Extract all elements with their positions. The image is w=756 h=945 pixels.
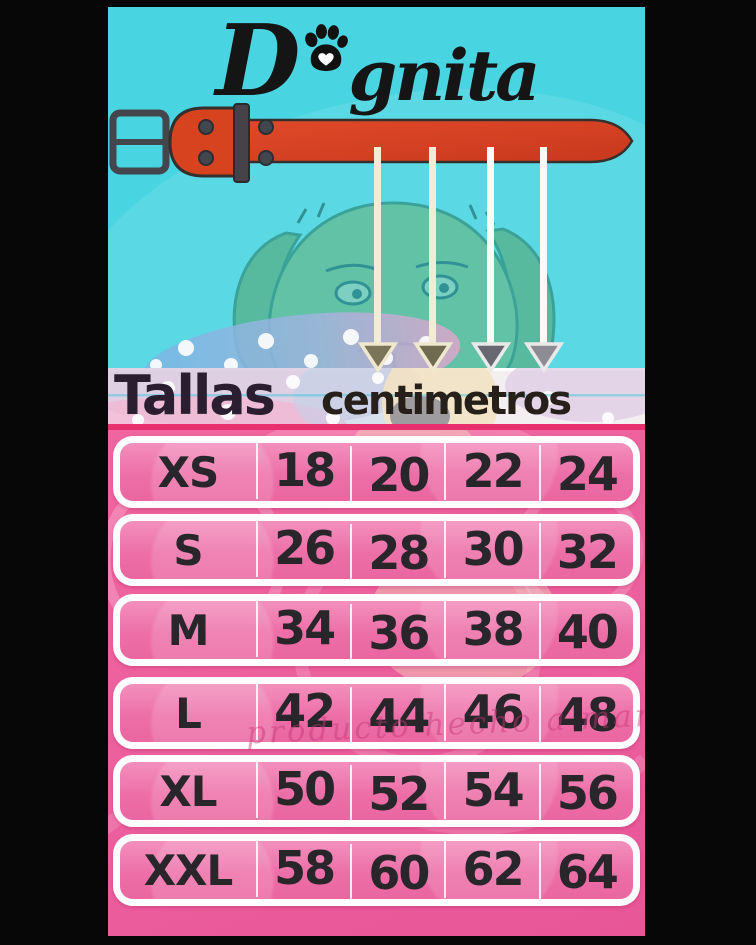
size-value: 48 <box>538 686 633 744</box>
size-value: 42 <box>255 682 350 740</box>
arrow-shaft <box>374 147 381 345</box>
size-value: 54 <box>444 761 538 819</box>
size-value: 34 <box>255 599 350 657</box>
paw-print-icon <box>305 24 349 72</box>
size-value: 28 <box>350 524 444 582</box>
size-row-m: M 34 36 38 40 <box>113 594 640 666</box>
column-header-centimeters: centimetros <box>321 378 572 424</box>
arrow-down-icon <box>471 342 511 373</box>
size-value: 38 <box>444 600 538 658</box>
poster-content: D gnita <box>108 7 645 936</box>
size-value: 56 <box>538 764 633 822</box>
size-label: XS <box>157 447 220 497</box>
size-table-section: XS 18 20 22 24 S 26 28 30 32 M 34 36 38 <box>108 430 645 936</box>
size-row-inner: XS 18 20 22 24 <box>120 441 633 504</box>
crimson-divider <box>108 424 645 430</box>
size-value: 60 <box>350 844 444 902</box>
size-row-s: S 26 28 30 32 <box>113 514 640 586</box>
arrow-down-icon <box>413 342 453 373</box>
size-row-inner: XXL 58 60 62 64 <box>120 839 633 902</box>
size-label: XL <box>159 766 217 816</box>
size-label: XXL <box>143 845 234 895</box>
size-row-inner: L 42 44 46 48 <box>120 682 633 745</box>
size-row-xxl: XXL 58 60 62 64 <box>113 834 640 906</box>
size-row-xs: XS 18 20 22 24 <box>113 436 640 508</box>
size-value: 62 <box>444 840 538 898</box>
size-row-inner: XL 50 52 54 56 <box>120 760 633 823</box>
size-row-xl: XL 50 52 54 56 <box>113 755 640 827</box>
logo-letter-d: D <box>215 7 301 119</box>
size-value: 44 <box>350 687 444 745</box>
size-value: 26 <box>255 519 350 577</box>
size-label: L <box>175 688 202 738</box>
size-row-inner: M 34 36 38 40 <box>120 599 633 662</box>
arrow-shaft <box>487 147 494 345</box>
size-value: 22 <box>444 442 538 500</box>
arrow-down-icon <box>358 342 398 373</box>
size-label: S <box>173 525 203 575</box>
size-value: 32 <box>538 523 633 581</box>
size-value: 50 <box>255 760 350 818</box>
table-header-band: Tallas centimetros <box>108 368 645 430</box>
size-value: 30 <box>444 520 538 578</box>
size-value: 52 <box>350 765 444 823</box>
collar-fold <box>168 106 240 178</box>
size-value: 58 <box>255 839 350 897</box>
size-value: 36 <box>350 604 444 662</box>
size-value: 40 <box>538 603 633 661</box>
arrow-down-icon <box>524 342 564 373</box>
band-watermark-decor <box>108 368 645 430</box>
collar-keeper <box>233 103 250 183</box>
collar-strap <box>216 118 634 164</box>
column-header-sizes: Tallas <box>114 364 276 427</box>
arrow-shaft <box>429 147 436 345</box>
collar-rivets <box>198 119 274 166</box>
size-row-l: L 42 44 46 48 <box>113 677 640 749</box>
size-row-inner: S 26 28 30 32 <box>120 519 633 582</box>
hero-section: D gnita <box>108 7 645 368</box>
logo-letters-gnita: gnita <box>348 34 540 117</box>
size-value: 46 <box>444 683 538 741</box>
size-value: 64 <box>538 843 633 901</box>
size-value: 20 <box>350 446 444 504</box>
size-value: 18 <box>255 441 350 499</box>
arrow-shaft <box>540 147 547 345</box>
collar-illustration <box>109 103 634 183</box>
size-value: 24 <box>538 445 633 503</box>
size-label: M <box>167 605 210 655</box>
brand-logo: D gnita <box>108 13 645 111</box>
